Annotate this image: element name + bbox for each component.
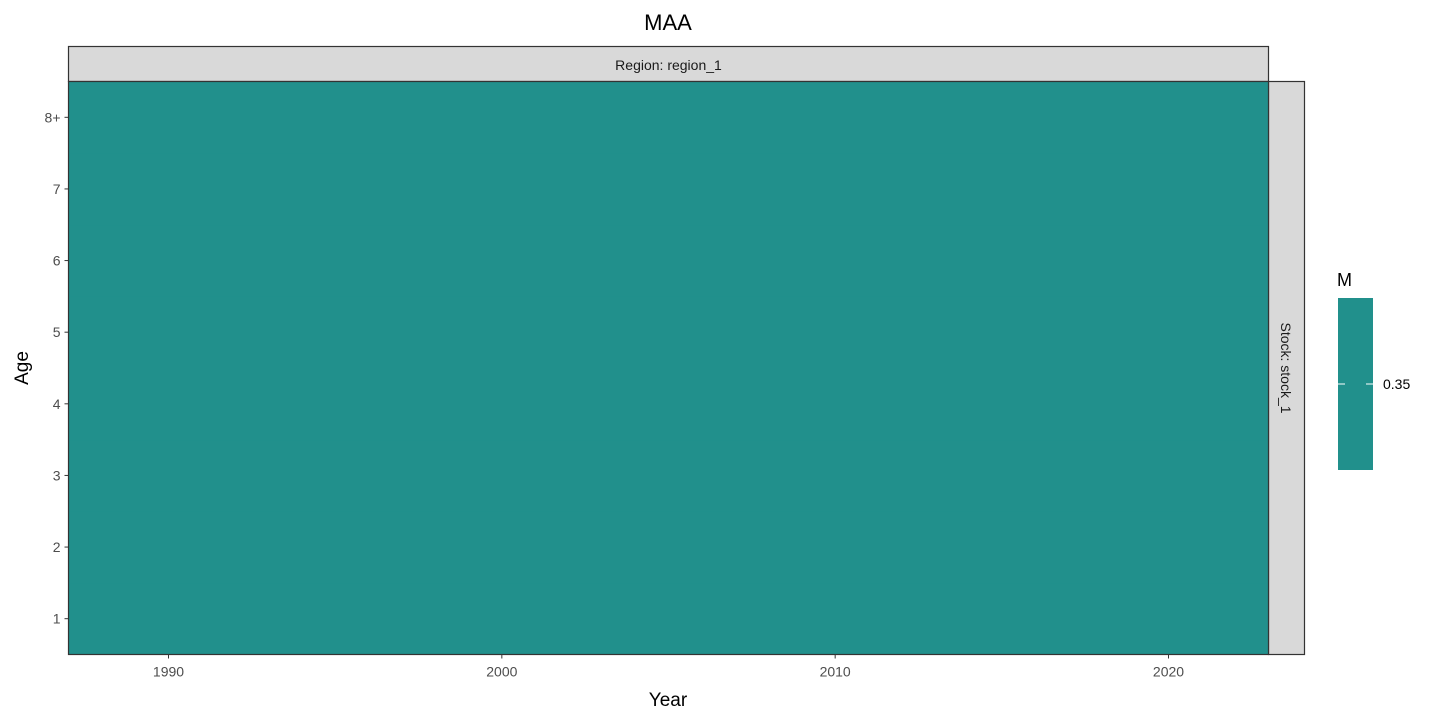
x-tick-label: 2010 (820, 664, 851, 680)
heatmap-panel (68, 81, 1269, 655)
y-tick-label: 7 (53, 181, 61, 197)
heat-cell-age-5 (68, 296, 1269, 369)
heat-cell-age-4 (68, 368, 1269, 441)
y-tick-label: 3 (53, 467, 61, 483)
heat-cell-age-2 (68, 511, 1269, 584)
x-tick-label: 1990 (153, 664, 184, 680)
facet-strip-right-label: Stock: stock_1 (1278, 322, 1294, 413)
panel-border (67, 80, 1270, 656)
facet-strip-top-label: Region: region_1 (615, 57, 722, 73)
heat-cell-age-7 (68, 153, 1269, 226)
heat-cell-age-1 (68, 582, 1269, 655)
x-tick-label: 2020 (1153, 664, 1184, 680)
heat-cell-age-8+ (68, 81, 1269, 154)
legend: M 0.35 (1337, 270, 1410, 470)
x-tick-label: 2000 (486, 664, 517, 680)
facet-strip-top: Region: region_1 (67, 45, 1270, 83)
legend-label: 0.35 (1383, 376, 1410, 392)
chart-title: MAA (644, 10, 692, 35)
facet-strip-right: Stock: stock_1 (1267, 80, 1306, 656)
legend-title: M (1337, 270, 1352, 290)
x-axis-title: Year (649, 690, 688, 711)
y-tick-label: 4 (53, 396, 61, 412)
y-tick-label: 1 (53, 611, 61, 627)
y-tick-label: 8+ (45, 109, 61, 125)
y-tick-label: 2 (53, 539, 61, 555)
y-axis-title: Age (12, 351, 33, 385)
heat-cell-age-6 (68, 224, 1269, 297)
y-axis: 1 2 3 4 5 6 7 8+ (45, 109, 69, 627)
heat-cell-age-3 (68, 439, 1269, 512)
x-axis: 1990 2000 2010 2020 (153, 654, 1184, 680)
y-tick-label: 6 (53, 253, 61, 269)
y-tick-label: 5 (53, 324, 61, 340)
